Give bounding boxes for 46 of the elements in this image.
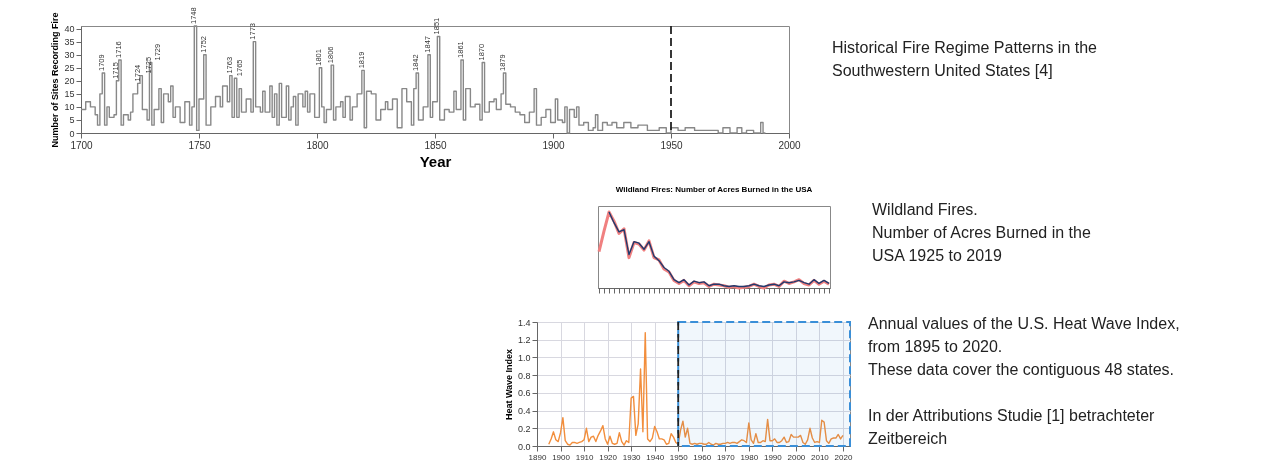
x-tick-label: 1890 — [528, 452, 547, 462]
x-tick-label: 1700 — [70, 139, 94, 151]
x-tick-label: 1850 — [424, 139, 448, 151]
x-tick-label: 2000 — [787, 452, 806, 462]
y-tick-label: 35 — [64, 37, 75, 48]
y-tick-label: 40 — [64, 24, 75, 35]
chart-title: Wildland Fires: Number of Acres Burned in the USA — [615, 185, 813, 194]
y-tick-label: 30 — [64, 50, 75, 61]
x-tick-label: 1930 — [622, 452, 642, 462]
x-tick-label: 1960 — [693, 452, 712, 462]
y-axis-title: Heat Wave Index — [503, 348, 514, 421]
y-tick-label: 0.2 — [517, 423, 531, 434]
x-tick-label: 2010 — [811, 452, 830, 462]
band-label: In der Attributions Studie [1] betrachteter Zeitbereich — [868, 407, 1156, 447]
x-tick-label: 1750 — [188, 139, 212, 151]
x-tick-label: 1800 — [306, 139, 330, 151]
x-tick-label: 1990 — [763, 452, 783, 462]
x-tick-label: 1940 — [646, 452, 665, 462]
x-tick-label: 1900 — [552, 452, 571, 462]
y-tick-label: 15 — [64, 89, 75, 100]
text: Annual values of the U.S. Heat Wave Index, from 1895 to 2020. These data cover the contiguous 48 states. — [868, 315, 1180, 378]
y-tick-label: 25 — [64, 63, 75, 74]
y-tick-label: 10 — [64, 102, 75, 113]
y-tick-label: 1.0 — [517, 352, 531, 363]
x-tick-label: 1950 — [660, 139, 684, 151]
y-tick-label: 20 — [64, 76, 75, 87]
x-tick-label: 1900 — [542, 139, 566, 151]
y-tick-label: 0.6 — [517, 388, 531, 399]
y-axis-title: Number of Sites Recording Fire — [50, 12, 61, 148]
text: Wildland Fires. Number of Acres Burned in the USA 1925 to 2019 — [872, 201, 1091, 264]
text: Historical Fire Regime Patterns in the Southwestern United States [4] — [832, 39, 1098, 79]
x-tick-label: 2000 — [778, 139, 802, 151]
x-tick-label: 1980 — [740, 452, 759, 462]
y-tick-label: 1.4 — [517, 317, 531, 328]
y-tick-label: 0.8 — [517, 370, 531, 381]
y-tick-label: 0.0 — [517, 441, 531, 452]
x-tick-label: 2020 — [834, 452, 853, 462]
y-tick-label: 0 — [69, 128, 75, 139]
x-tick-label: 1920 — [599, 452, 618, 462]
x-axis-title: Year — [419, 152, 452, 170]
y-tick-label: 1.2 — [517, 335, 531, 346]
y-tick-label: 5 — [69, 115, 75, 126]
x-tick-label: 1910 — [575, 452, 595, 462]
x-tick-label: 1970 — [716, 452, 736, 462]
x-tick-label: 1950 — [669, 452, 689, 462]
y-tick-label: 0.4 — [517, 406, 531, 417]
